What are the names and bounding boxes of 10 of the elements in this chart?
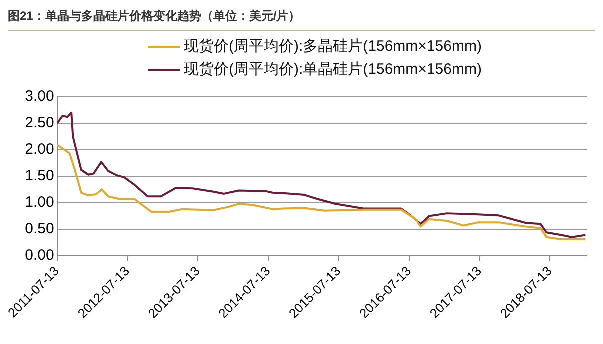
legend-label: 现货价(周平均价):单晶硅片(156mm×156mm) — [184, 60, 482, 79]
legend-label: 现货价(周平均价):多晶硅片(156mm×156mm) — [184, 37, 482, 56]
y-tick-label: 1.50 — [25, 168, 54, 185]
y-tick-label: 2.50 — [25, 114, 54, 132]
y-tick-label: 0.50 — [25, 220, 54, 238]
y-tick-label: 2.00 — [25, 141, 54, 158]
y-tick-label: 1.00 — [25, 194, 54, 212]
y-tick-label: 3.00 — [25, 88, 54, 106]
chart-title: 图21：单晶与多晶硅片价格变化趋势（单位：美元/片） — [8, 8, 595, 31]
y-tick-label: 0.00 — [25, 247, 54, 264]
